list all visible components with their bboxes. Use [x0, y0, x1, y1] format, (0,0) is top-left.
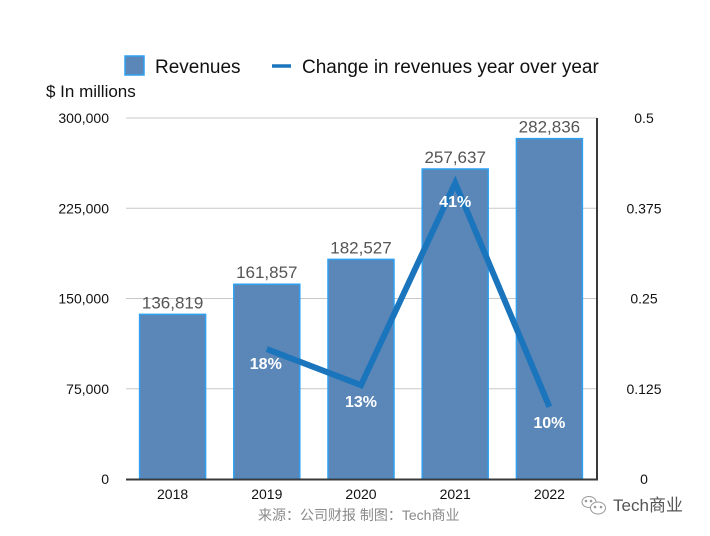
- revenue-bar: [515, 137, 584, 480]
- left-tick-label: 0: [101, 471, 109, 487]
- x-tick-label: 2022: [534, 486, 565, 502]
- right-axis-ticks: 0 0.125 0.25 0.375 0.5: [626, 110, 661, 487]
- watermark-label: Tech商业: [613, 496, 683, 515]
- revenue-bar-label: 182,527: [330, 238, 391, 257]
- yoy-change-label: 13%: [345, 394, 377, 411]
- right-tick-label: 0.125: [626, 381, 661, 397]
- revenue-bar: [138, 313, 207, 480]
- right-tick-label: 0.5: [634, 110, 654, 126]
- yoy-change-line: [265, 175, 553, 408]
- yoy-value-labels: 18% 13% 41% 10%: [250, 194, 566, 432]
- watermark: Tech商业: [581, 496, 683, 515]
- revenue-bar-label: 161,857: [236, 263, 297, 282]
- right-tick-label: 0.375: [626, 200, 661, 216]
- source-caption: 来源：公司财报 制图：Tech商业: [258, 507, 459, 523]
- yoy-line-layer: [265, 175, 553, 408]
- yoy-change-label: 41%: [439, 194, 471, 211]
- legend-label-change: Change in revenues year over year: [302, 57, 599, 78]
- legend: Revenues Change in revenues year over ye…: [124, 55, 599, 78]
- revenue-bar-label: 282,836: [519, 118, 580, 137]
- revenue-bar-label: 257,637: [424, 148, 485, 167]
- left-tick-label: 300,000: [58, 110, 109, 126]
- bars: [138, 137, 584, 480]
- left-tick-label: 75,000: [66, 381, 109, 397]
- bar-value-labels: 136,819 161,857 182,527 257,637 282,836: [142, 118, 580, 313]
- revenue-bar: [421, 168, 489, 480]
- wechat-icon: [581, 496, 606, 515]
- x-tick-label: 2018: [157, 486, 188, 502]
- legend-label-revenues: Revenues: [155, 57, 241, 78]
- yoy-change-label: 18%: [250, 356, 282, 373]
- left-tick-label: 150,000: [58, 291, 109, 307]
- x-tick-label: 2020: [345, 486, 376, 502]
- revenue-bar-label: 136,819: [142, 293, 203, 312]
- revenue-bar: [327, 258, 395, 480]
- left-tick-label: 225,000: [58, 200, 109, 216]
- x-tick-label: 2019: [251, 486, 282, 502]
- left-axis-ticks: 0 75,000 150,000 225,000 300,000: [58, 110, 109, 487]
- x-tick-label: 2021: [440, 486, 471, 502]
- left-axis-unit-label: $ In millions: [46, 82, 136, 101]
- right-tick-label: 0: [640, 471, 648, 487]
- x-axis-ticks: 2018 2019 2020 2021 2022: [157, 486, 565, 502]
- legend-swatch-revenues: [124, 55, 145, 76]
- revenue-bar: [233, 283, 301, 480]
- right-tick-label: 0.25: [630, 291, 657, 307]
- yoy-change-label: 10%: [533, 415, 565, 432]
